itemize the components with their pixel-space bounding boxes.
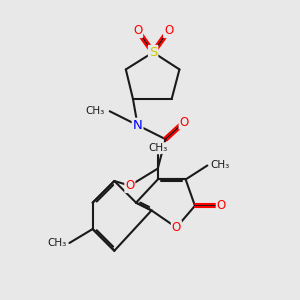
Text: CH₃: CH₃: [210, 160, 230, 170]
Text: O: O: [133, 24, 142, 37]
Text: O: O: [172, 221, 181, 234]
Text: O: O: [179, 116, 189, 129]
Text: O: O: [217, 199, 226, 212]
Text: S: S: [149, 46, 157, 59]
Text: CH₃: CH₃: [148, 143, 167, 153]
Text: CH₃: CH₃: [47, 238, 66, 248]
Text: CH₃: CH₃: [86, 106, 105, 116]
Text: N: N: [133, 119, 142, 132]
Text: O: O: [164, 24, 173, 37]
Text: O: O: [125, 179, 134, 192]
